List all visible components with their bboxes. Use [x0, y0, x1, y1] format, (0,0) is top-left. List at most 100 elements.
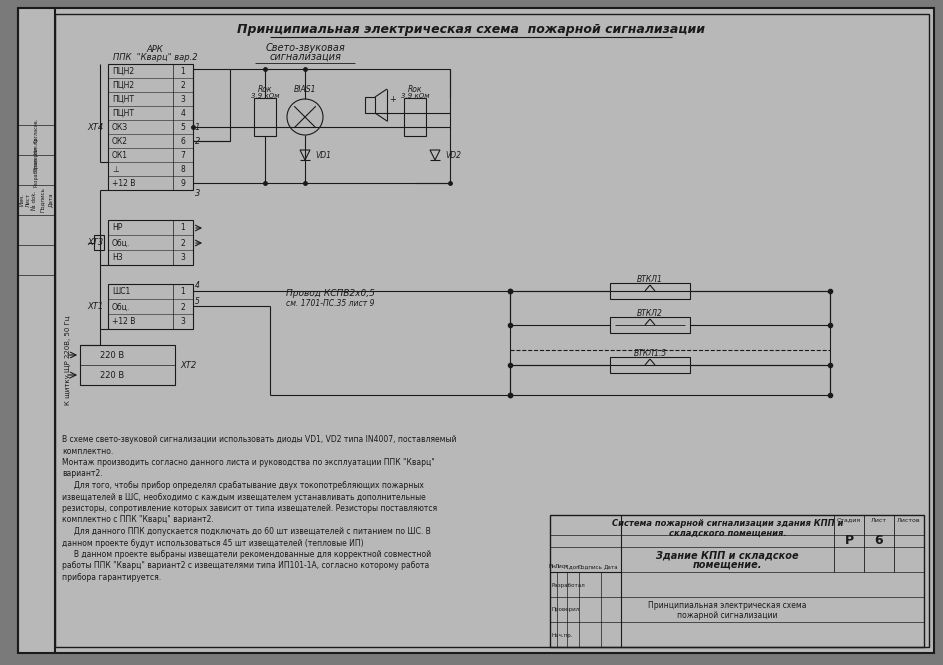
- Text: пожарной сигнализации: пожарной сигнализации: [677, 610, 778, 620]
- Text: данном проекте будут использоваться 45 шт извещателей (тепловые ИП): данном проекте будут использоваться 45 ш…: [62, 539, 364, 547]
- Text: +12 В: +12 В: [112, 178, 136, 188]
- Text: Подпись: Подпись: [40, 188, 44, 212]
- Text: 3: 3: [180, 317, 186, 327]
- Text: ППК  "Кварц" вар.2: ППК "Кварц" вар.2: [112, 53, 197, 63]
- Text: помещение.: помещение.: [693, 560, 762, 570]
- Text: см. 1701-ПС.35 лист 9: см. 1701-ПС.35 лист 9: [286, 299, 374, 309]
- Text: XT2: XT2: [180, 360, 196, 370]
- Text: 1: 1: [181, 66, 186, 76]
- Text: Монтаж производить согласно данного листа и руководства по эксплуатации ППК "Ква: Монтаж производить согласно данного лист…: [62, 458, 435, 467]
- Text: ОКЗ: ОКЗ: [112, 122, 128, 132]
- Bar: [254, 98, 276, 136]
- Text: Для того, чтобы прибор определял срабатывание двух токопотребляющих пожарных: Для того, чтобы прибор определял срабаты…: [62, 481, 423, 490]
- Text: XT4: XT4: [88, 122, 104, 132]
- Text: 9: 9: [180, 178, 186, 188]
- Text: 220 В: 220 В: [100, 370, 124, 380]
- Text: Для данного ППК допускается подключать до 60 шт извещателей с питанием по ШС. В: Для данного ППК допускается подключать д…: [62, 527, 431, 536]
- Text: Свето-звуковая: Свето-звуковая: [265, 43, 345, 53]
- Text: Подпись: Подпись: [577, 565, 603, 569]
- Text: НЗ: НЗ: [112, 253, 123, 263]
- Text: Р: Р: [844, 535, 853, 547]
- Text: Лист: Лист: [871, 517, 887, 523]
- Text: XT3: XT3: [88, 238, 104, 247]
- Text: Дата: Дата: [47, 193, 53, 207]
- Text: № dok.: № dok.: [31, 190, 37, 209]
- Text: ПЦН2: ПЦН2: [112, 66, 134, 76]
- Text: НР: НР: [112, 223, 123, 233]
- Text: ОК2: ОК2: [112, 136, 128, 146]
- Bar: [94, 235, 104, 250]
- Text: 1: 1: [181, 287, 186, 297]
- Text: Проверил: Проверил: [552, 608, 580, 612]
- Text: Rок: Rок: [257, 86, 273, 94]
- Text: Провод КСПВ2х0,5: Провод КСПВ2х0,5: [286, 289, 374, 299]
- Bar: [108, 64, 193, 190]
- Text: 6: 6: [875, 535, 884, 547]
- Text: 2: 2: [181, 80, 186, 90]
- Text: VD1: VD1: [315, 150, 331, 160]
- Text: Изм.: Изм.: [20, 194, 25, 206]
- Text: Лист: Лист: [25, 193, 30, 207]
- Bar: [85, 90, 205, 95]
- Text: Здание КПП и складское: Здание КПП и складское: [656, 550, 799, 560]
- Text: 1: 1: [195, 122, 200, 132]
- Text: +12 В: +12 В: [112, 317, 136, 327]
- Text: XT1: XT1: [88, 302, 104, 311]
- Text: 3,9 кОм: 3,9 кОм: [251, 93, 279, 99]
- Text: Н.доп.: Н.доп.: [564, 565, 582, 569]
- Text: Система пожарной сигнализации здания КПП и: Система пожарной сигнализации здания КПП…: [612, 519, 843, 527]
- Text: комплектно с ППК "Кварц" вариант2.: комплектно с ППК "Кварц" вариант2.: [62, 515, 214, 525]
- Text: Rок: Rок: [407, 86, 422, 94]
- Text: Согласов.: Согласов.: [34, 118, 39, 142]
- Text: Дата: Дата: [604, 565, 619, 569]
- Bar: [365, 97, 375, 113]
- Text: 5: 5: [195, 297, 200, 305]
- Text: ШС1: ШС1: [112, 287, 130, 297]
- Text: Разработал: Разработал: [552, 583, 586, 587]
- Bar: [610, 357, 690, 373]
- Text: В схеме свето-звуковой сигнализации использовать диоды VD1, VD2 типа IN4007, пос: В схеме свето-звуковой сигнализации испо…: [62, 435, 456, 444]
- Text: BIAS1: BIAS1: [294, 85, 316, 94]
- Text: 5: 5: [180, 122, 186, 132]
- Text: 3,9 кОм: 3,9 кОм: [401, 93, 429, 99]
- Text: сигнализация: сигнализация: [269, 52, 341, 62]
- Text: ⊥: ⊥: [112, 164, 119, 174]
- Text: прибора гарантируется.: прибора гарантируется.: [62, 573, 161, 582]
- Text: складского помещения.: складского помещения.: [669, 529, 786, 537]
- Bar: [80, 345, 175, 385]
- Text: К щитку ЩР 220В, 50 Гц: К щитку ЩР 220В, 50 Гц: [65, 315, 71, 405]
- Text: 3: 3: [195, 188, 200, 198]
- Text: Нач.пр.: Нач.пр.: [552, 632, 573, 638]
- Text: +: +: [389, 96, 396, 104]
- Bar: [610, 317, 690, 333]
- Text: ПЦН2: ПЦН2: [112, 80, 134, 90]
- Text: 2: 2: [181, 239, 186, 247]
- Text: Принципиальная электрическая схема  пожарной сигнализации: Принципиальная электрическая схема пожар…: [237, 23, 705, 37]
- Text: ВТКЛ1: ВТКЛ1: [637, 275, 663, 283]
- Text: 2: 2: [181, 303, 186, 311]
- Text: 8: 8: [181, 164, 186, 174]
- Text: комплектно.: комплектно.: [62, 446, 113, 456]
- Bar: [404, 98, 426, 136]
- Text: 7: 7: [180, 150, 186, 160]
- Text: 4: 4: [180, 108, 186, 118]
- Text: VD2: VD2: [445, 150, 461, 160]
- Text: 1: 1: [181, 223, 186, 233]
- Text: Проверил: Проверил: [34, 146, 39, 171]
- Text: ВТКЛ2: ВТКЛ2: [637, 309, 663, 317]
- Bar: [108, 284, 193, 329]
- Text: Обц.: Обц.: [112, 303, 130, 311]
- Text: В данном проекте выбраны извещатели рекомендованные для корректной совместной: В данном проекте выбраны извещатели реко…: [62, 550, 431, 559]
- Text: 220 В: 220 В: [100, 350, 124, 360]
- Text: 3: 3: [180, 94, 186, 104]
- Text: ВТКЛ1.5: ВТКЛ1.5: [634, 348, 667, 358]
- Text: ПЦНТ: ПЦНТ: [112, 108, 134, 118]
- Text: Лист: Лист: [555, 565, 569, 569]
- Text: ПЦНТ: ПЦНТ: [112, 94, 134, 104]
- Text: резисторы, сопротивление которых зависит от типа извещателей. Резисторы поставля: резисторы, сопротивление которых зависит…: [62, 504, 438, 513]
- Text: 4: 4: [195, 281, 200, 291]
- Text: ОК1: ОК1: [112, 150, 128, 160]
- Bar: [108, 220, 193, 265]
- Text: 3: 3: [180, 253, 186, 263]
- Text: Нач.пр.: Нач.пр.: [34, 134, 39, 154]
